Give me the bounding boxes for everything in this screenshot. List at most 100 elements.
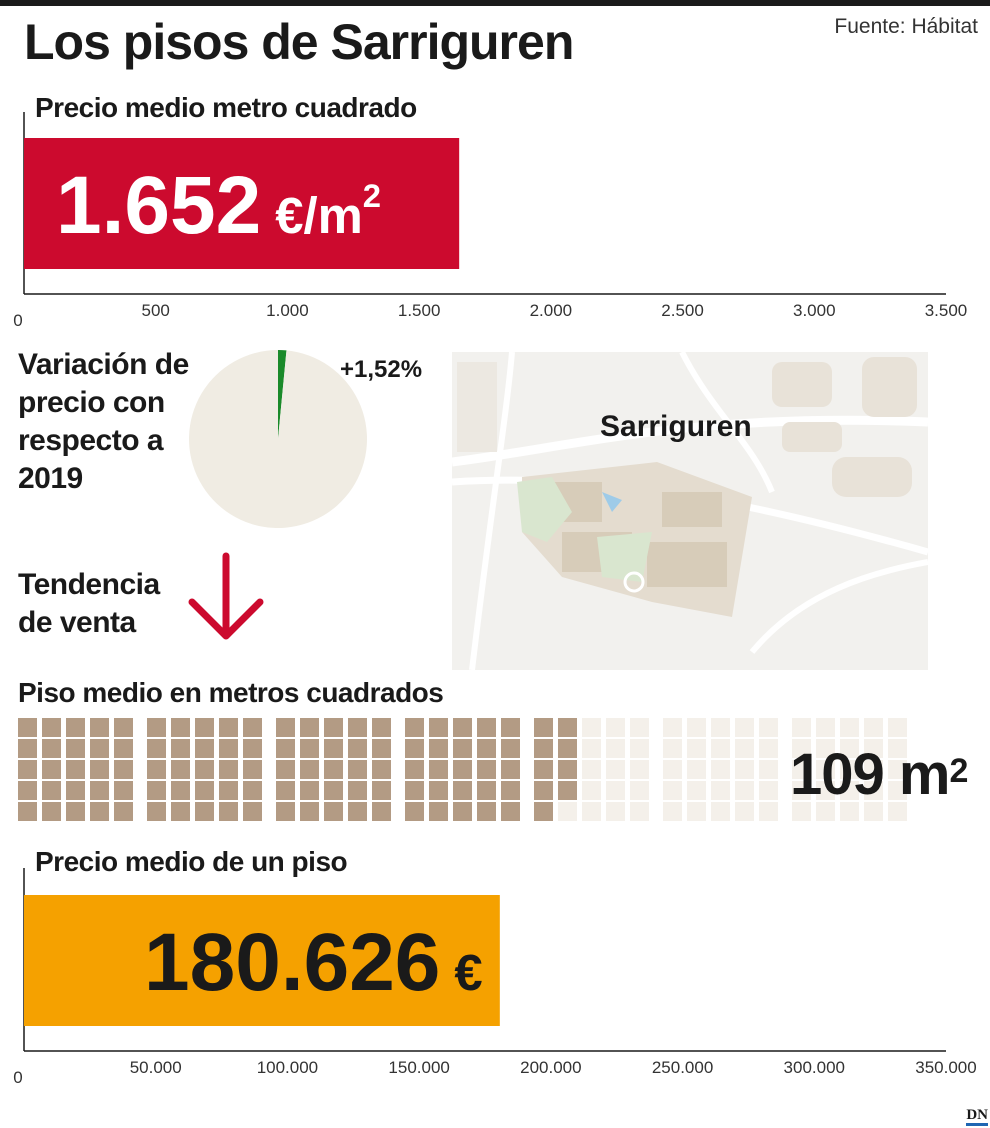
waffle-square-filled — [219, 739, 238, 758]
x-tick-label: 1.000 — [266, 301, 309, 320]
x-tick-label: 300.000 — [784, 1058, 845, 1077]
waffle-square-empty — [735, 781, 754, 800]
waffle-square-filled — [66, 802, 85, 821]
price-flat-title: Precio medio de un piso — [35, 846, 348, 877]
waffle-square-filled — [453, 718, 472, 737]
waffle-square-filled — [219, 781, 238, 800]
source-note: Fuente: Hábitat — [834, 15, 978, 38]
waffle-square-filled — [147, 760, 166, 779]
waffle-square-filled — [348, 781, 367, 800]
waffle-square-filled — [405, 802, 424, 821]
waffle-square-empty — [711, 760, 730, 779]
map-label: Sarriguren — [600, 410, 752, 443]
waffle-square-empty — [630, 760, 649, 779]
waffle-square-empty — [711, 739, 730, 758]
waffle-square-filled — [18, 760, 37, 779]
x-tick-label: 250.000 — [652, 1058, 713, 1077]
waffle-square-empty — [888, 739, 907, 758]
waffle-square-empty — [663, 781, 682, 800]
pie-slice — [188, 350, 367, 528]
waffle-square-filled — [477, 781, 496, 800]
waffle-square-filled — [195, 718, 214, 737]
waffle-square-empty — [711, 802, 730, 821]
waffle-square-empty — [840, 760, 859, 779]
waffle-square-filled — [114, 739, 133, 758]
waffle-square-filled — [276, 802, 295, 821]
waffle-square-filled — [372, 802, 391, 821]
waffle-square-filled — [114, 718, 133, 737]
waffle-square-empty — [735, 739, 754, 758]
trend-title: Tendencia de venta — [18, 568, 160, 639]
waffle-square-filled — [195, 760, 214, 779]
waffle-square-empty — [687, 739, 706, 758]
waffle-square-empty — [816, 739, 835, 758]
waffle-square-filled — [42, 781, 61, 800]
waffle-square-filled — [429, 739, 448, 758]
waffle-square-filled — [453, 781, 472, 800]
waffle-square-empty — [735, 760, 754, 779]
waffle-square-empty — [816, 802, 835, 821]
waffle-square-filled — [276, 760, 295, 779]
waffle-square-filled — [405, 718, 424, 737]
waffle-square-filled — [90, 760, 109, 779]
x-tick-label: 50.000 — [130, 1058, 182, 1077]
waffle-square-filled — [276, 718, 295, 737]
waffle-square-filled — [18, 718, 37, 737]
waffle-square-empty — [816, 781, 835, 800]
waffle-square-filled — [66, 760, 85, 779]
waffle-square-filled — [147, 802, 166, 821]
x-tick-label: 2.000 — [530, 301, 573, 320]
waffle-square-empty — [759, 781, 778, 800]
waffle-square-empty — [816, 760, 835, 779]
arrow-down-icon — [188, 552, 264, 640]
waffle-square-empty — [792, 739, 811, 758]
waffle-square-filled — [300, 781, 319, 800]
waffle-square-empty — [582, 802, 601, 821]
waffle-square-filled — [405, 781, 424, 800]
waffle-square-filled — [348, 739, 367, 758]
waffle-square-filled — [501, 802, 520, 821]
waffle-square-filled — [324, 739, 343, 758]
waffle-square-filled — [243, 739, 262, 758]
top-rule — [0, 0, 990, 6]
waffle-square-filled — [18, 802, 37, 821]
waffle-square-filled — [429, 802, 448, 821]
waffle-square-empty — [735, 718, 754, 737]
waffle-square-filled — [453, 802, 472, 821]
waffle-square-empty — [630, 739, 649, 758]
waffle-square-filled — [219, 802, 238, 821]
waffle-square-empty — [888, 760, 907, 779]
waffle-square-filled — [147, 739, 166, 758]
waffle-square-empty — [759, 802, 778, 821]
page-title: Los pisos de Sarriguren — [24, 14, 574, 70]
waffle-square-filled — [243, 781, 262, 800]
waffle-square-empty — [630, 802, 649, 821]
waffle-square-filled — [453, 760, 472, 779]
waffle-square-filled — [18, 781, 37, 800]
waffle-square-filled — [195, 739, 214, 758]
area-value-sup: 2 — [949, 752, 968, 790]
waffle-square-filled — [501, 781, 520, 800]
waffle-square-filled — [348, 760, 367, 779]
x-tick-label: 100.000 — [257, 1058, 318, 1077]
waffle-square-filled — [171, 802, 190, 821]
x-tick-label: 150.000 — [388, 1058, 449, 1077]
waffle-square-filled — [558, 739, 577, 758]
waffle-square-filled — [300, 739, 319, 758]
variation-pie-chart — [188, 350, 367, 528]
waffle-square-filled — [90, 718, 109, 737]
publisher-logo: DN — [966, 1107, 988, 1126]
waffle-square-empty — [759, 718, 778, 737]
waffle-square-filled — [90, 802, 109, 821]
waffle-square-filled — [90, 739, 109, 758]
waffle-square-filled — [42, 802, 61, 821]
x-tick-label: 3.500 — [925, 301, 968, 320]
waffle-square-filled — [114, 802, 133, 821]
waffle-square-filled — [372, 718, 391, 737]
waffle-square-filled — [195, 781, 214, 800]
waffle-square-filled — [147, 718, 166, 737]
waffle-square-filled — [243, 802, 262, 821]
waffle-square-filled — [66, 781, 85, 800]
waffle-square-empty — [687, 718, 706, 737]
waffle-square-filled — [501, 760, 520, 779]
